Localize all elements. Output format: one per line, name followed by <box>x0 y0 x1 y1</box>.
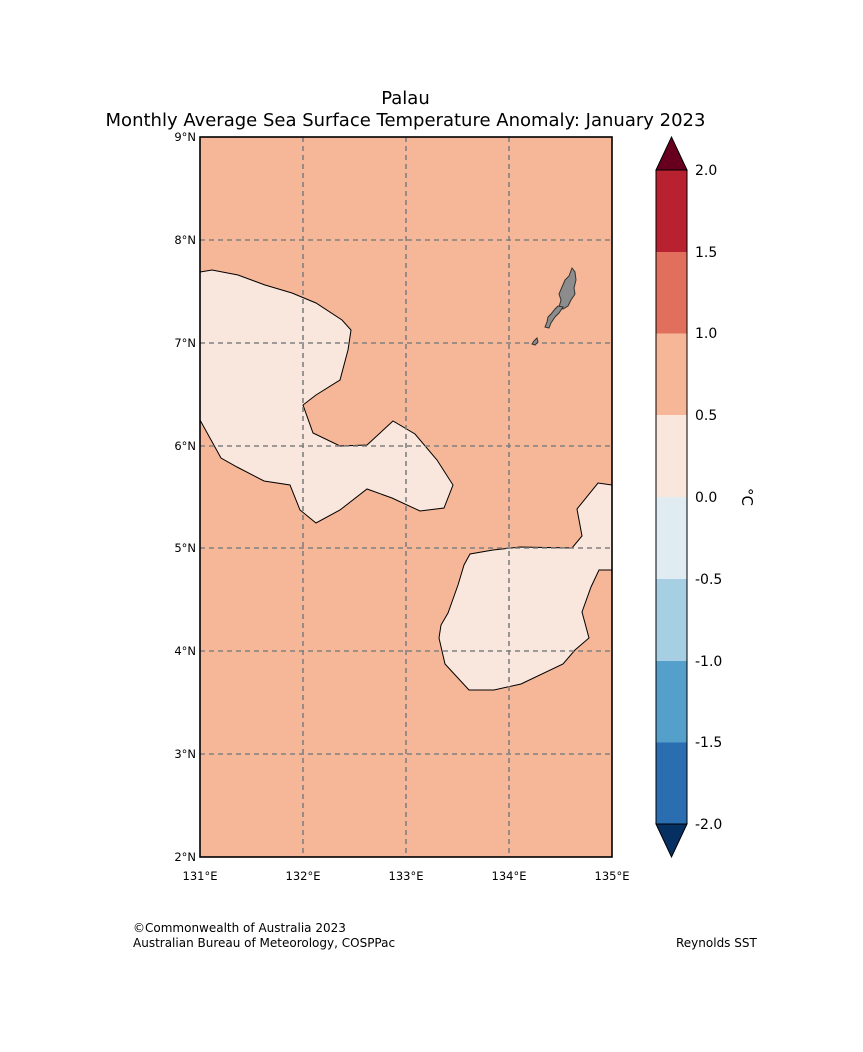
lat-tick-label: 7°N <box>174 336 196 350</box>
lat-tick-label: 8°N <box>174 233 196 247</box>
lon-tick-label: 134°E <box>492 869 527 883</box>
lat-tick-label: 9°N <box>174 130 196 144</box>
colorbar-tick-label: -2.0 <box>695 817 722 833</box>
colorbar-unit-label: °C <box>738 488 756 506</box>
lon-tick-label: 135°E <box>595 869 630 883</box>
colorbar: 2.0 1.5 1.0 0.5 0.0 -0.5 -1.0 -1.5 -2.0 … <box>655 135 756 859</box>
colorbar-extend-max <box>655 135 688 171</box>
colorbar-frame <box>655 169 688 825</box>
lon-tick-label: 131°E <box>183 869 218 883</box>
gridlines <box>200 137 612 857</box>
colorbar-bin <box>656 661 687 743</box>
lat-tick-label: 4°N <box>174 644 196 658</box>
map-title: Palau <box>381 88 430 109</box>
colorbar-tick-label: 1.0 <box>695 326 717 342</box>
palau-angaur-islet <box>531 337 539 346</box>
colorbar-bin <box>656 170 687 252</box>
map-subtitle: Monthly Average Sea Surface Temperature … <box>105 110 706 131</box>
colorbar-tick-label: 0.5 <box>695 408 717 424</box>
colorbar-tick-label: -1.5 <box>695 735 722 751</box>
colorbar-tick-label: 0.0 <box>695 490 717 506</box>
palau-southern-islets <box>544 305 564 329</box>
lon-tick-label: 133°E <box>389 869 424 883</box>
colorbar-bin <box>656 333 687 415</box>
colorbar-extend-min <box>655 823 688 859</box>
data-source-label: Reynolds SST <box>676 936 757 950</box>
palau-islands <box>531 266 577 346</box>
map-frame <box>199 136 613 858</box>
lon-tick-label: 132°E <box>286 869 321 883</box>
colorbar-bin <box>656 497 687 579</box>
colorbar-tick-label: -0.5 <box>695 572 722 588</box>
copyright-credit: ©Commonwealth of Australia 2023 Australi… <box>133 921 395 951</box>
colorbar-tick-label: 1.5 <box>695 245 717 261</box>
palau-main-island <box>558 266 577 310</box>
colorbar-tick-label: 2.0 <box>695 163 717 179</box>
credit-line-1: ©Commonwealth of Australia 2023 <box>133 921 346 935</box>
colorbar-bin <box>656 742 687 824</box>
anomaly-patch-west <box>200 269 454 524</box>
credit-line-2: Australian Bureau of Meteorology, COSPPa… <box>133 936 396 950</box>
colorbar-bin <box>656 415 687 497</box>
lat-tick-label: 5°N <box>174 541 196 555</box>
colorbar-bin <box>656 579 687 661</box>
colorbar-bin <box>656 252 687 334</box>
lat-tick-label: 3°N <box>174 747 196 761</box>
lat-tick-label: 2°N <box>174 850 196 864</box>
colorbar-tick-label: -1.0 <box>695 654 722 670</box>
lat-tick-label: 6°N <box>174 439 196 453</box>
